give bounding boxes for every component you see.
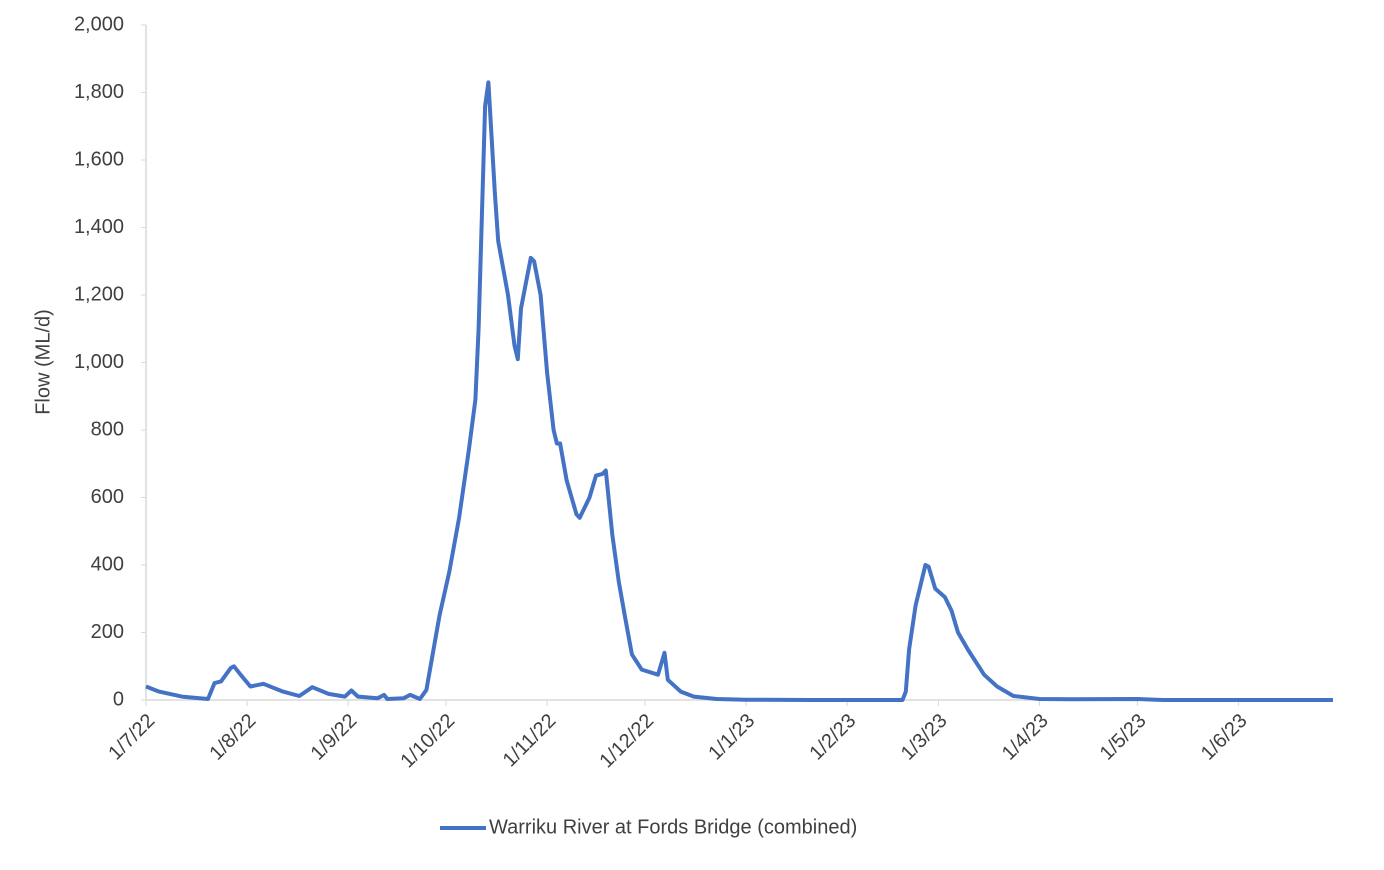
y-tick-label: 1,200 bbox=[74, 283, 124, 305]
y-tick-label: 1,600 bbox=[74, 148, 124, 170]
x-tick-label: 1/11/22 bbox=[499, 710, 561, 772]
y-tick-label: 1,800 bbox=[74, 81, 124, 103]
data-line bbox=[145, 80, 1333, 702]
y-tick-label: 1,400 bbox=[74, 216, 124, 238]
x-tick-label: 1/4/23 bbox=[998, 710, 1053, 765]
x-tick-label: 1/2/23 bbox=[806, 710, 861, 765]
x-tick-label: 1/6/23 bbox=[1197, 710, 1252, 765]
x-tick-label: 1/10/22 bbox=[397, 710, 460, 773]
y-axis-title: Flow (ML/d) bbox=[32, 309, 54, 415]
x-tick-label: 1/12/22 bbox=[595, 710, 658, 773]
y-tick-label: 600 bbox=[91, 486, 124, 508]
y-tick-label: 800 bbox=[91, 418, 124, 440]
x-tick-label: 1/7/22 bbox=[104, 710, 159, 765]
x-tick-label: 1/5/23 bbox=[1096, 710, 1151, 765]
legend-label: Warriku River at Fords Bridge (combined) bbox=[489, 816, 857, 838]
x-tick-label: 1/8/22 bbox=[205, 710, 260, 765]
x-tick-label: 1/9/22 bbox=[307, 710, 362, 765]
x-tick-label: 1/1/23 bbox=[704, 710, 759, 765]
y-tick-label: 2,000 bbox=[74, 13, 124, 35]
x-tick-label: 1/3/23 bbox=[897, 710, 952, 765]
y-tick-label: 400 bbox=[91, 553, 124, 575]
y-tick-label: 200 bbox=[91, 621, 124, 643]
y-tick-label: 1,000 bbox=[74, 351, 124, 373]
y-tick-label: 0 bbox=[113, 688, 124, 710]
